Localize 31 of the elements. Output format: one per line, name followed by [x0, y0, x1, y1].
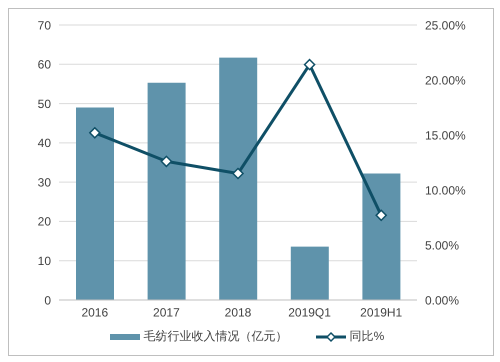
point [160, 156, 172, 168]
y2-tick-label: 10.00% [425, 183, 466, 198]
point [304, 58, 316, 70]
y-tick-label: 50 [38, 96, 52, 111]
bar [362, 174, 400, 300]
y-tick-label: 40 [38, 136, 52, 150]
bar [290, 246, 329, 300]
x-tick-label: 2018 [224, 306, 252, 320]
point [375, 210, 387, 222]
x-tick-label: 2016 [81, 306, 108, 320]
bar [76, 108, 114, 300]
x-tick-label: 2017 [153, 306, 180, 320]
point [232, 168, 244, 180]
legend-label: 同比% [350, 328, 384, 345]
y2-tick-label: 20.00% [425, 73, 466, 88]
y2-tick-label: 0.00% [425, 293, 460, 308]
y-tick-label: 20 [38, 214, 52, 229]
y2-tick-label: 15.00% [425, 128, 466, 142]
x-tick-label: 2019H1 [360, 306, 403, 320]
point [89, 127, 101, 139]
y-tick-label: 60 [38, 58, 52, 72]
y-tick-label: 10 [38, 254, 52, 268]
y-tick-label: 70 [38, 18, 52, 32]
y2-tick-label: 5.00% [425, 238, 460, 252]
y2-tick-label: 25.00% [425, 18, 466, 32]
y-tick-label: 0 [44, 293, 52, 308]
legend-label: 毛纺行业收入情况（亿元） [144, 328, 288, 345]
bar [219, 58, 258, 300]
x-tick-label: 2019Q1 [288, 306, 332, 320]
bar [148, 82, 186, 300]
y-tick-label: 30 [38, 175, 52, 190]
